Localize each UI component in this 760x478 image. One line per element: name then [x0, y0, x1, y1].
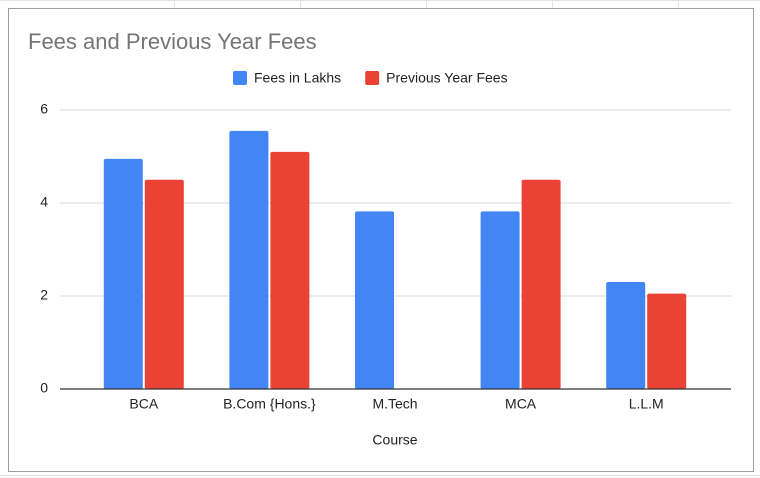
- x-tick-label: MCA: [505, 396, 537, 412]
- bar: [521, 179, 561, 389]
- x-tick-label: BCA: [129, 396, 158, 412]
- y-tick-label: 0: [40, 380, 48, 396]
- bar: [606, 282, 646, 389]
- bar: [355, 211, 394, 389]
- legend-swatch: [365, 71, 380, 85]
- x-tick-label: L.L.M: [629, 396, 664, 412]
- y-tick-label: 4: [40, 194, 48, 210]
- x-tick-label: M.Tech: [372, 396, 417, 412]
- bar: [647, 293, 687, 389]
- bar: [229, 130, 269, 390]
- chart-title: Fees and Previous Year Fees: [28, 29, 317, 54]
- bar: [270, 151, 310, 389]
- bar: [103, 158, 143, 389]
- legend-label: Fees in Lakhs: [254, 70, 341, 86]
- legend-swatch: [233, 71, 247, 85]
- legend-label: Previous Year Fees: [386, 70, 507, 86]
- x-axis-title: Course: [372, 432, 417, 448]
- y-tick-label: 2: [40, 287, 48, 303]
- bar: [480, 211, 520, 389]
- bar: [144, 179, 184, 389]
- x-tick-label: B.Com {Hons.}: [223, 396, 316, 412]
- y-tick-label: 6: [40, 101, 48, 117]
